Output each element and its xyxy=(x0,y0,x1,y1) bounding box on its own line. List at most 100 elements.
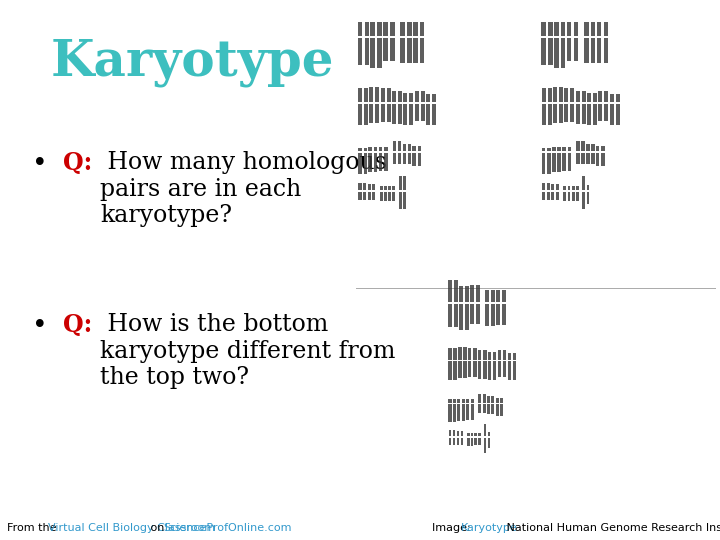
Bar xyxy=(402,151,406,153)
Bar xyxy=(582,151,585,153)
Bar xyxy=(426,104,430,125)
Bar xyxy=(426,94,430,102)
Text: •: • xyxy=(32,151,48,177)
Bar xyxy=(591,153,595,164)
Bar xyxy=(487,361,491,380)
Bar xyxy=(358,88,362,102)
Bar xyxy=(458,360,462,361)
Bar xyxy=(413,22,418,36)
Bar xyxy=(457,402,460,404)
Bar xyxy=(487,352,491,360)
Bar xyxy=(464,347,467,360)
Bar xyxy=(576,192,579,200)
Bar xyxy=(418,151,421,153)
Bar xyxy=(372,184,375,190)
Bar xyxy=(462,399,465,402)
Bar xyxy=(470,285,474,302)
Bar xyxy=(415,102,419,104)
Bar xyxy=(546,192,550,200)
Bar xyxy=(375,87,379,102)
Bar xyxy=(453,400,456,402)
Bar xyxy=(471,436,473,438)
Bar xyxy=(473,361,477,377)
Bar xyxy=(586,151,590,153)
Bar xyxy=(500,398,503,402)
Bar xyxy=(374,153,377,172)
Bar xyxy=(461,438,463,446)
Bar xyxy=(467,399,469,402)
Bar xyxy=(454,361,457,380)
Bar xyxy=(398,104,402,124)
Bar xyxy=(541,38,546,65)
Bar xyxy=(493,352,497,360)
Bar xyxy=(582,91,585,102)
Bar xyxy=(458,347,462,360)
Bar xyxy=(454,348,457,360)
Bar xyxy=(610,104,613,125)
Bar xyxy=(410,102,413,104)
Bar xyxy=(448,304,452,327)
Bar xyxy=(408,153,411,164)
Bar xyxy=(541,104,546,125)
Bar xyxy=(587,192,590,204)
Bar xyxy=(591,22,595,36)
Bar xyxy=(587,104,591,125)
Bar xyxy=(508,361,511,380)
Bar xyxy=(582,190,585,192)
Bar xyxy=(473,348,477,360)
Bar xyxy=(576,104,580,124)
Bar xyxy=(548,102,552,104)
Bar xyxy=(556,190,559,192)
Bar xyxy=(408,38,412,63)
Bar xyxy=(542,153,545,174)
Bar xyxy=(567,16,572,36)
Bar xyxy=(470,304,474,324)
Bar xyxy=(369,151,372,153)
Bar xyxy=(485,304,489,326)
Bar xyxy=(616,94,620,102)
Bar xyxy=(418,146,421,151)
Bar xyxy=(572,190,575,192)
Bar xyxy=(483,350,487,360)
Bar xyxy=(548,88,552,102)
Bar xyxy=(471,433,473,436)
Bar xyxy=(383,16,388,36)
Bar xyxy=(576,186,579,190)
Bar xyxy=(400,22,405,36)
Bar xyxy=(390,16,395,36)
Bar xyxy=(415,104,419,122)
Bar xyxy=(591,151,595,153)
Bar xyxy=(491,304,495,326)
Text: How is the bottom
karyotype different from
the top two?: How is the bottom karyotype different fr… xyxy=(100,313,395,389)
Bar xyxy=(485,289,489,302)
Bar xyxy=(413,151,416,153)
Bar xyxy=(548,104,552,125)
Bar xyxy=(552,147,556,151)
Bar xyxy=(478,394,482,402)
Bar xyxy=(379,192,382,201)
Bar xyxy=(474,433,477,436)
Bar xyxy=(503,361,506,376)
Bar xyxy=(408,144,411,151)
Bar xyxy=(467,436,469,438)
Bar xyxy=(498,350,501,360)
Bar xyxy=(513,361,516,380)
Bar xyxy=(462,402,465,404)
Bar xyxy=(471,399,474,402)
Bar xyxy=(420,102,425,104)
Bar xyxy=(359,147,361,151)
Bar xyxy=(574,38,578,61)
Bar xyxy=(487,431,490,436)
Bar xyxy=(374,151,377,153)
Bar xyxy=(601,151,605,153)
Bar xyxy=(398,141,401,151)
Bar xyxy=(570,88,575,102)
Bar xyxy=(603,22,608,36)
Bar xyxy=(453,438,455,445)
Bar xyxy=(364,102,368,104)
Bar xyxy=(369,153,372,172)
Bar xyxy=(587,102,591,104)
Bar xyxy=(574,16,578,36)
Bar xyxy=(392,141,396,151)
Bar xyxy=(358,11,362,36)
